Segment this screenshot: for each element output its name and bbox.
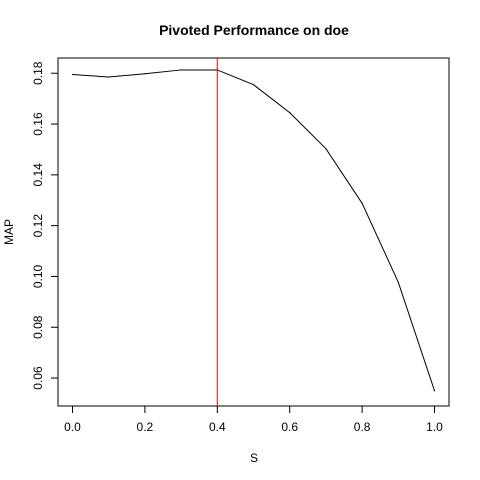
- x-axis-label: S: [250, 451, 258, 465]
- y-tick-label: 0.10: [31, 264, 45, 288]
- data-point: [252, 84, 255, 86]
- data-point: [289, 112, 291, 114]
- data-point: [361, 202, 363, 204]
- chart-title: Pivoted Performance on doe: [159, 22, 349, 38]
- data-point: [180, 69, 182, 71]
- y-tick-label: 0.16: [31, 112, 45, 136]
- data-point: [144, 73, 146, 75]
- data-point: [397, 281, 399, 283]
- y-tick-label: 0.08: [31, 315, 45, 339]
- y-axis-label: MAP: [2, 219, 16, 245]
- x-tick-label: 0.0: [64, 420, 81, 434]
- x-tick-label: 1.0: [426, 420, 443, 434]
- x-tick-label: 0.6: [281, 420, 298, 434]
- y-tick-label: 0.18: [31, 61, 45, 85]
- y-tick-label: 0.12: [31, 214, 45, 238]
- data-point: [71, 73, 74, 76]
- x-tick-label: 0.4: [209, 420, 226, 434]
- x-axis: 0.0 0.2 0.4 0.6 0.8 1.0: [64, 406, 443, 434]
- y-tick-label: 0.06: [31, 366, 45, 390]
- data-point: [325, 148, 327, 150]
- x-tick-label: 0.2: [137, 420, 154, 434]
- data-point: [433, 390, 436, 392]
- x-tick-label: 0.8: [354, 420, 371, 434]
- y-tick-label: 0.14: [31, 163, 45, 187]
- data-point: [108, 76, 110, 78]
- y-axis: 0.06 0.08 0.10 0.12 0.14 0.16 0.18: [31, 61, 58, 390]
- plot-frame: [57, 57, 450, 407]
